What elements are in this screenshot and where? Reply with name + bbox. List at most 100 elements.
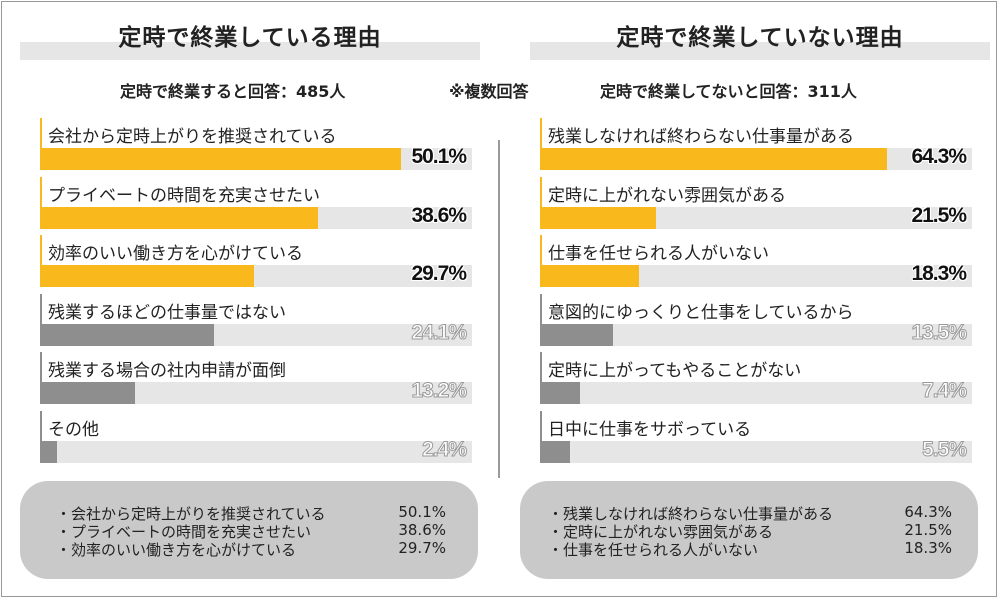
right-bar-row: 日中に仕事をサボっている 5.5% <box>540 410 972 467</box>
right-bar-label: 定時に上がれない雰囲気がある <box>548 185 786 206</box>
right-bar-value-label: 7.4% <box>922 379 968 403</box>
left-bar <box>40 265 254 287</box>
right-bar-row: 意図的にゆっくりと仕事をしているから 13.5% <box>540 293 972 350</box>
left-summary-box: ・会社から定時上がりを推奨されている 50.1% ・プライベートの時間を充実させ… <box>20 481 478 579</box>
left-panel: 定時で終業している理由 定時で終業すると回答：485人 会社から定時上がりを推奨… <box>10 0 480 600</box>
right-bar-track <box>540 206 972 229</box>
left-bar-label: 会社から定時上がりを推奨されている <box>48 127 337 147</box>
left-bar-marker <box>40 235 42 287</box>
right-bar-value-label: 21.5% <box>911 203 967 227</box>
left-bar-value-label: 29.7% <box>411 262 467 285</box>
right-summary-item: ・残業しなければ終わらない仕事量がある 64.3% <box>548 503 962 523</box>
right-summary-value: 64.3% <box>904 503 952 521</box>
multiple-answer-note: ※複数回答 <box>449 82 529 101</box>
left-bar-marker <box>40 118 42 170</box>
left-summary-value: 38.6% <box>398 521 446 539</box>
left-bar-marker <box>40 293 42 346</box>
left-summary-value: 50.1% <box>398 503 446 521</box>
left-title-text: 定時で終業している理由 <box>118 25 382 51</box>
left-bar-marker <box>40 352 42 404</box>
left-bar-value-label: 13.2% <box>411 379 468 403</box>
right-summary-text: ・定時に上がれない雰囲気がある <box>548 523 774 541</box>
left-bar <box>40 440 58 463</box>
left-summary-item: ・会社から定時上がりを推奨されている 50.1% <box>56 503 456 523</box>
right-bar-marker <box>540 293 542 346</box>
left-bar-marker <box>40 410 42 463</box>
left-bar-row: 残業する場合の社内申請が面倒 13.2% <box>40 352 472 408</box>
panel-divider <box>498 140 500 478</box>
right-bar-label: 仕事を任せられる人がいない <box>548 244 769 264</box>
right-bar-value-label: 13.5% <box>911 320 968 344</box>
left-bar-row: 効率のいい働き方を心がけている 29.7% <box>40 235 472 291</box>
left-title: 定時で終業している理由 <box>20 16 480 60</box>
right-bar-track <box>540 382 972 404</box>
left-bar-track <box>40 323 472 346</box>
left-title-underline <box>20 42 480 60</box>
right-bar-row: 定時に上がってもやることがない 7.4% <box>540 352 972 408</box>
right-bar-row: 残業しなければ終わらない仕事量がある 64.3% <box>540 118 972 174</box>
right-bar-marker <box>540 235 542 287</box>
right-title: 定時で終業していない理由 <box>530 16 990 60</box>
right-bar <box>540 323 613 346</box>
right-bar-marker <box>540 352 542 404</box>
left-bar-value-label: 2.4% <box>422 437 468 461</box>
left-summary-text: ・プライベートの時間を充実させたい <box>56 523 312 541</box>
left-bar-label: その他 <box>48 419 99 440</box>
right-bar-label: 日中に仕事をサボっている <box>548 419 752 440</box>
left-summary-item: ・効率のいい働き方を心がけている 29.7% <box>56 539 456 559</box>
right-bar-marker <box>540 410 542 463</box>
left-bar-value-label: 50.1% <box>411 145 467 168</box>
left-bar-track <box>40 148 472 170</box>
left-bar <box>40 382 136 404</box>
right-bar-track <box>540 323 972 346</box>
left-summary-text: ・会社から定時上がりを推奨されている <box>56 505 326 523</box>
right-summary-text: ・仕事を任せられる人がいない <box>548 541 759 559</box>
left-summary-text: ・効率のいい働き方を心がけている <box>56 541 297 559</box>
left-bar-track <box>40 265 472 287</box>
left-bar <box>40 206 318 229</box>
right-bar <box>540 382 580 404</box>
right-summary-value: 21.5% <box>904 521 952 539</box>
right-summary-item: ・仕事を任せられる人がいない 18.3% <box>548 539 962 559</box>
left-bar-row: 会社から定時上がりを推奨されている 50.1% <box>40 118 472 174</box>
left-summary-value: 29.7% <box>398 539 446 557</box>
right-summary-item: ・定時に上がれない雰囲気がある 21.5% <box>548 521 962 541</box>
right-bar <box>540 148 888 170</box>
left-bar-track <box>40 206 472 229</box>
right-bar <box>540 265 639 287</box>
right-title-underline <box>530 42 990 60</box>
left-bar-value-label: 38.6% <box>411 203 467 227</box>
right-bar-label: 残業しなければ終わらない仕事量がある <box>548 127 854 147</box>
left-bar-track <box>40 440 472 463</box>
right-summary-value: 18.3% <box>904 539 952 557</box>
left-bar-label: 効率のいい働き方を心がけている <box>48 244 303 264</box>
left-bar-row: プライベートの時間を充実させたい 38.6% <box>40 176 472 233</box>
right-bar-row: 仕事を任せられる人がいない 18.3% <box>540 235 972 291</box>
right-respondent-count: 定時で終業してないと回答：311人 <box>600 82 857 101</box>
left-bar-row: 残業するほどの仕事量ではない 24.1% <box>40 293 472 350</box>
right-bar-track <box>540 148 972 170</box>
right-bar-row: 定時に上がれない雰囲気がある 21.5% <box>540 176 972 233</box>
right-bar <box>540 206 657 229</box>
left-summary-item: ・プライベートの時間を充実させたい 38.6% <box>56 521 456 541</box>
left-bar-marker <box>40 176 42 229</box>
right-bar-label: 意図的にゆっくりと仕事をしているから <box>548 302 854 323</box>
right-bar-track <box>540 440 972 463</box>
left-bar-value-label: 24.1% <box>411 320 468 344</box>
right-panel: 定時で終業していない理由 定時で終業してないと回答：311人 残業しなければ終わ… <box>520 0 990 600</box>
left-bar-label: プライベートの時間を充実させたい <box>48 185 320 206</box>
right-bar <box>540 440 570 463</box>
right-title-text: 定時で終業していない理由 <box>616 25 904 51</box>
right-bar-marker <box>540 118 542 170</box>
left-respondent-count: 定時で終業すると回答：485人 <box>120 82 346 101</box>
right-summary-text: ・残業しなければ終わらない仕事量がある <box>548 505 834 523</box>
right-summary-box: ・残業しなければ終わらない仕事量がある 64.3% ・定時に上がれない雰囲気があ… <box>520 481 978 579</box>
left-bar <box>40 323 214 346</box>
right-bar-value-label: 18.3% <box>911 262 967 285</box>
left-bar-row: その他 2.4% <box>40 410 472 467</box>
right-bar-marker <box>540 176 542 229</box>
left-bar-label: 残業するほどの仕事量ではない <box>48 302 286 323</box>
left-bar <box>40 148 401 170</box>
left-bar-label: 残業する場合の社内申請が面倒 <box>48 361 286 381</box>
